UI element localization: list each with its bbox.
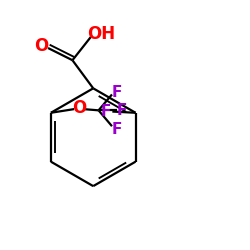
Text: F: F [101,104,111,118]
Text: OH: OH [87,25,115,43]
Text: F: F [117,102,128,118]
Text: F: F [112,85,122,100]
Text: F: F [112,122,122,137]
Text: O: O [34,37,48,55]
Text: O: O [72,99,86,117]
